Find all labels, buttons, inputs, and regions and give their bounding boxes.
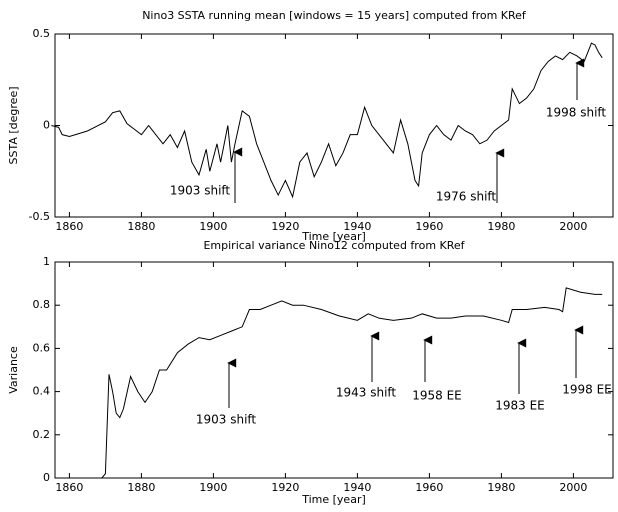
x-tick-label: 1860 [55,481,83,494]
annotation: 1958 EE [412,389,462,403]
annotation: 1998 shift [546,106,607,120]
y-axis-label: Variance [7,346,20,394]
y-tick-label: 0.5 [33,27,51,40]
x-axis-label: Time [year] [301,493,366,506]
x-tick-label: 1920 [271,220,299,233]
y-axis-label: SSTA [degree] [7,87,20,165]
x-tick-label: 2000 [559,481,587,494]
x-tick-label: 1900 [199,481,227,494]
y-tick-label: 0.6 [33,341,51,354]
data-line [101,287,603,479]
axes-box [54,33,614,218]
x-tick-label: 1940 [343,481,371,494]
x-tick-label: 1920 [271,481,299,494]
y-tick-label: 0.8 [33,298,51,311]
annotation: 1903 shift [196,413,257,427]
annotation: 1903 shift [170,184,231,198]
y-tick-label: 1 [43,255,50,268]
x-tick-label: 1880 [127,481,155,494]
y-tick-label: 0.4 [33,385,51,398]
y-tick-label: 0 [43,119,50,132]
x-tick-label: 1980 [487,481,515,494]
x-tick-label: 1960 [415,220,443,233]
y-tick-label: 0 [43,471,50,484]
x-tick-label: 1880 [127,220,155,233]
y-tick-label: 0.2 [33,428,51,441]
y-tick-label: -0.5 [29,210,50,223]
chart-title: Empirical variance Nino12 computed from … [203,239,465,252]
x-tick-label: 1940 [343,220,371,233]
annotation: 1983 EE [495,399,545,413]
x-tick-label: 1980 [487,220,515,233]
data-line [51,42,603,199]
x-axis-label: Time [year] [301,230,366,243]
x-tick-label: 1960 [415,481,443,494]
chart-title: Nino3 SSTA running mean [windows = 15 ye… [142,9,527,22]
annotation: 1943 shift [336,386,397,400]
x-tick-label: 2000 [559,220,587,233]
annotation: 1976 shift [436,190,497,204]
x-tick-label: 1860 [55,220,83,233]
annotation: 1998 EE [562,383,612,397]
x-tick-label: 1900 [199,220,227,233]
axes-box [54,261,614,479]
